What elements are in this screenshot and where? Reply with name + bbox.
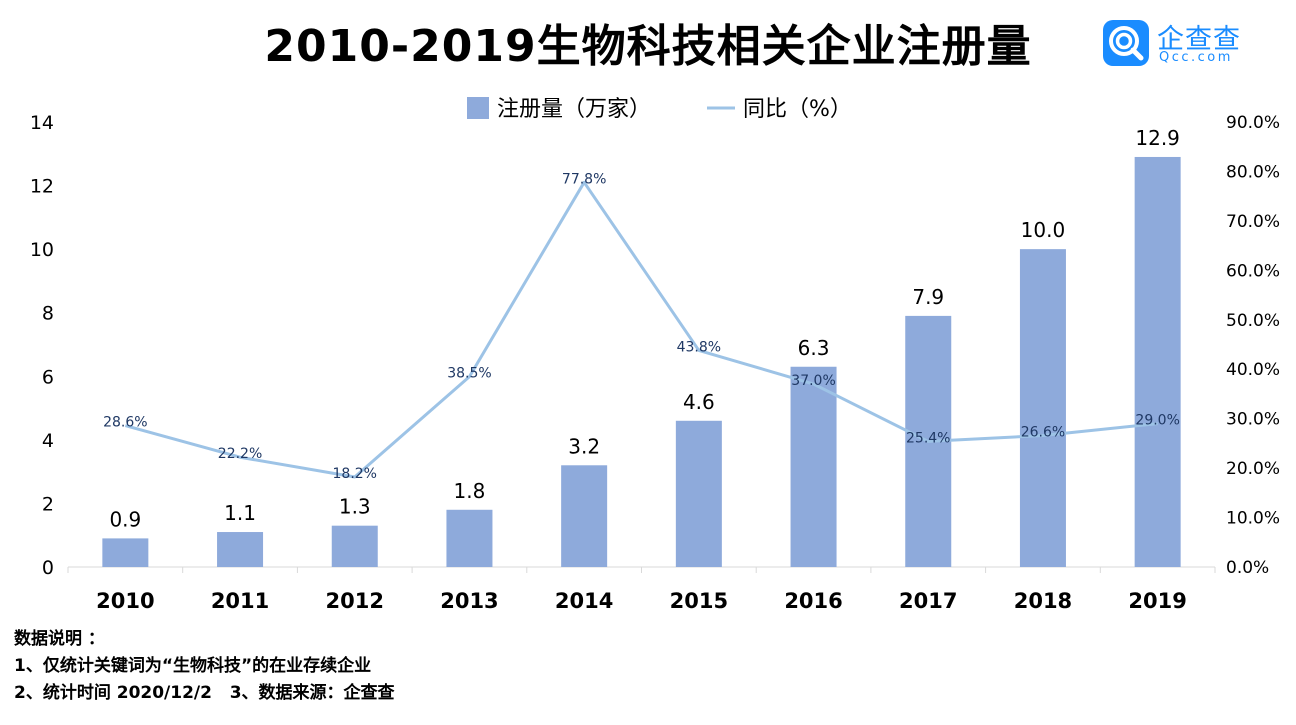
line-value-label-2013: 38.5% bbox=[447, 366, 491, 382]
y-right-tick-label: 50.0% bbox=[1226, 311, 1280, 331]
bar-value-label-2017: 7.9 bbox=[912, 285, 944, 309]
notes-line-2: 2、统计时间 2020/12/2 3、数据来源：企查查 bbox=[14, 680, 395, 707]
bar-value-label-2018: 10.0 bbox=[1021, 218, 1066, 242]
y-left-tick-label: 12 bbox=[30, 176, 54, 198]
line-value-label-2010: 28.6% bbox=[103, 415, 147, 431]
line-value-label-2011: 22.2% bbox=[218, 446, 262, 462]
x-tick-label-2014: 2014 bbox=[555, 589, 613, 613]
bar-2015 bbox=[676, 421, 722, 567]
bar-2019 bbox=[1135, 157, 1181, 567]
notes-heading: 数据说明 ： bbox=[14, 626, 395, 653]
bar-2016 bbox=[791, 367, 837, 567]
x-tick-label-2018: 2018 bbox=[1014, 589, 1072, 613]
bar-2018 bbox=[1020, 249, 1066, 567]
line-value-label-2016: 37.0% bbox=[791, 373, 835, 389]
line-value-label-2012: 18.2% bbox=[333, 466, 377, 482]
bar-2012 bbox=[332, 526, 378, 567]
notes-line-1: 1、仅统计关键词为“生物科技”的在业存续企业 bbox=[14, 653, 395, 680]
legend-bar-swatch bbox=[467, 97, 489, 119]
x-tick-label-2017: 2017 bbox=[899, 589, 957, 613]
line-value-label-2018: 26.6% bbox=[1021, 424, 1065, 440]
y-right-tick-label: 90.0% bbox=[1226, 113, 1280, 133]
bar-value-label-2016: 6.3 bbox=[798, 336, 830, 360]
y-left-tick-label: 4 bbox=[42, 430, 54, 452]
bar-2013 bbox=[446, 510, 492, 567]
bar-2011 bbox=[217, 532, 263, 567]
line-value-label-2015: 43.8% bbox=[677, 339, 721, 355]
line-value-label-2017: 25.4% bbox=[906, 430, 950, 446]
x-tick-label-2019: 2019 bbox=[1128, 589, 1186, 613]
x-tick-label-2011: 2011 bbox=[211, 589, 269, 613]
bar-2014 bbox=[561, 465, 607, 567]
y-right-tick-label: 10.0% bbox=[1226, 509, 1280, 529]
bar-value-label-2019: 12.9 bbox=[1135, 126, 1180, 150]
y-right-tick-label: 80.0% bbox=[1226, 162, 1280, 182]
data-notes: 数据说明 ： 1、仅统计关键词为“生物科技”的在业存续企业 2、统计时间 202… bbox=[14, 626, 395, 707]
y-right-tick-label: 30.0% bbox=[1226, 410, 1280, 430]
y-left-tick-label: 8 bbox=[42, 303, 54, 325]
legend-line-label: 同比（%） bbox=[743, 97, 852, 122]
bar-series bbox=[102, 157, 1180, 567]
y-left-tick-label: 10 bbox=[30, 239, 54, 261]
x-tick-label-2016: 2016 bbox=[784, 589, 842, 613]
y-right-tick-label: 20.0% bbox=[1226, 459, 1280, 479]
bar-value-label-2014: 3.2 bbox=[568, 434, 600, 458]
y-right-tick-label: 60.0% bbox=[1226, 261, 1280, 281]
y-right-tick-label: 70.0% bbox=[1226, 212, 1280, 232]
bar-value-label-2015: 4.6 bbox=[683, 390, 715, 414]
bar-value-label-2011: 1.1 bbox=[224, 501, 256, 525]
data-labels: 0.9 1.1 1.3 1.8 3.2 4.6 6.3 7.9 10.0 12.9 28.6% 22.… bbox=[103, 126, 1180, 531]
bar-value-label-2013: 1.8 bbox=[454, 479, 486, 503]
bar-value-label-2012: 1.3 bbox=[339, 495, 371, 519]
y-left-tick-label: 2 bbox=[42, 493, 54, 515]
x-tick-label-2015: 2015 bbox=[670, 589, 728, 613]
bar-value-label-2010: 0.9 bbox=[109, 507, 141, 531]
x-tick-label-2013: 2013 bbox=[440, 589, 498, 613]
x-tick-label-2010: 2010 bbox=[96, 589, 154, 613]
y-left-tick-label: 6 bbox=[42, 366, 54, 388]
x-tick-label-2012: 2012 bbox=[326, 589, 384, 613]
y-right-tick-label: 40.0% bbox=[1226, 360, 1280, 380]
line-value-label-2019: 29.0% bbox=[1135, 413, 1179, 429]
y-right-tick-label: 0.0% bbox=[1226, 558, 1269, 578]
bar-2010 bbox=[102, 538, 148, 567]
yoy-line bbox=[125, 182, 1157, 477]
y-left-tick-label: 14 bbox=[30, 112, 54, 134]
chart-legend: 注册量（万家） 同比（%） bbox=[467, 97, 852, 122]
legend-bar-label: 注册量（万家） bbox=[497, 97, 651, 122]
line-value-label-2014: 77.8% bbox=[562, 171, 606, 187]
y-left-tick-label: 0 bbox=[42, 557, 54, 579]
line-series bbox=[125, 182, 1157, 477]
combo-chart: 注册量（万家） 同比（%） 2010 2011 2012 2013 2014 2015 201… bbox=[0, 0, 1296, 615]
